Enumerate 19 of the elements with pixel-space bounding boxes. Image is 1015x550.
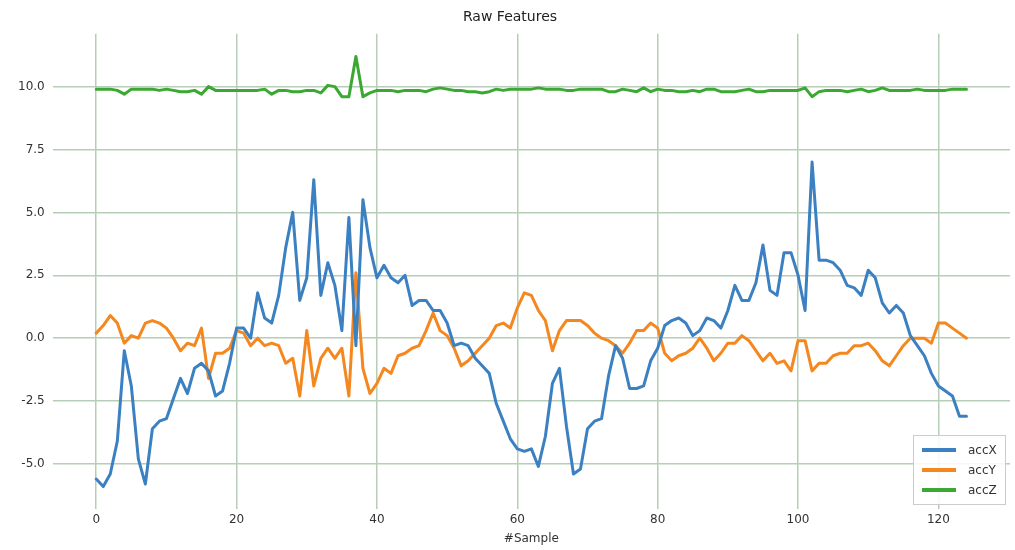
x-tick-label: 0	[92, 511, 101, 526]
legend-label: accZ	[968, 483, 997, 498]
y-tick-label: 10.0	[18, 78, 45, 93]
legend-label: accY	[968, 463, 996, 478]
x-tick-label: 40	[369, 511, 385, 526]
y-tick-label: -5.0	[21, 456, 45, 471]
y-tick-label: 5.0	[25, 204, 45, 219]
y-tick-label: 2.5	[25, 267, 45, 282]
x-tick-label: 60	[509, 511, 525, 526]
y-tick-label: 7.5	[25, 141, 45, 156]
chart-title: Raw Features	[462, 8, 558, 25]
x-tick-label: 100	[786, 511, 810, 526]
x-tick-label: 120	[926, 511, 950, 526]
x-axis-title: #Sample	[503, 530, 559, 545]
y-tick-label: -2.5	[21, 393, 45, 408]
legend-label: accX	[968, 443, 997, 458]
y-tick-label: 0.0	[25, 330, 45, 345]
x-tick-label: 80	[650, 511, 666, 526]
x-tick-label: 20	[228, 511, 245, 526]
